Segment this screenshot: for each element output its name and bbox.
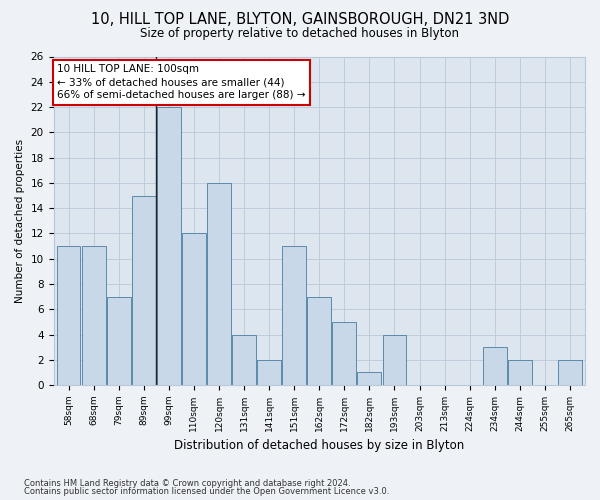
Bar [132, 196, 155, 385]
Text: Contains HM Land Registry data © Crown copyright and database right 2024.: Contains HM Land Registry data © Crown c… [24, 478, 350, 488]
Text: Contains public sector information licensed under the Open Government Licence v3: Contains public sector information licen… [24, 487, 389, 496]
Bar [56, 246, 80, 385]
Bar [257, 360, 281, 385]
Bar [82, 246, 106, 385]
Bar [282, 246, 306, 385]
Bar [207, 183, 231, 385]
Bar [182, 234, 206, 385]
Bar [157, 107, 181, 385]
Bar [508, 360, 532, 385]
Text: Size of property relative to detached houses in Blyton: Size of property relative to detached ho… [140, 28, 460, 40]
Text: 10 HILL TOP LANE: 100sqm
← 33% of detached houses are smaller (44)
66% of semi-d: 10 HILL TOP LANE: 100sqm ← 33% of detach… [57, 64, 306, 100]
Bar [232, 334, 256, 385]
Bar [383, 334, 406, 385]
Bar [483, 347, 506, 385]
Bar [307, 296, 331, 385]
Y-axis label: Number of detached properties: Number of detached properties [15, 138, 25, 303]
X-axis label: Distribution of detached houses by size in Blyton: Distribution of detached houses by size … [174, 440, 464, 452]
Bar [332, 322, 356, 385]
Bar [358, 372, 382, 385]
Bar [107, 296, 131, 385]
Text: 10, HILL TOP LANE, BLYTON, GAINSBOROUGH, DN21 3ND: 10, HILL TOP LANE, BLYTON, GAINSBOROUGH,… [91, 12, 509, 28]
Bar [558, 360, 582, 385]
